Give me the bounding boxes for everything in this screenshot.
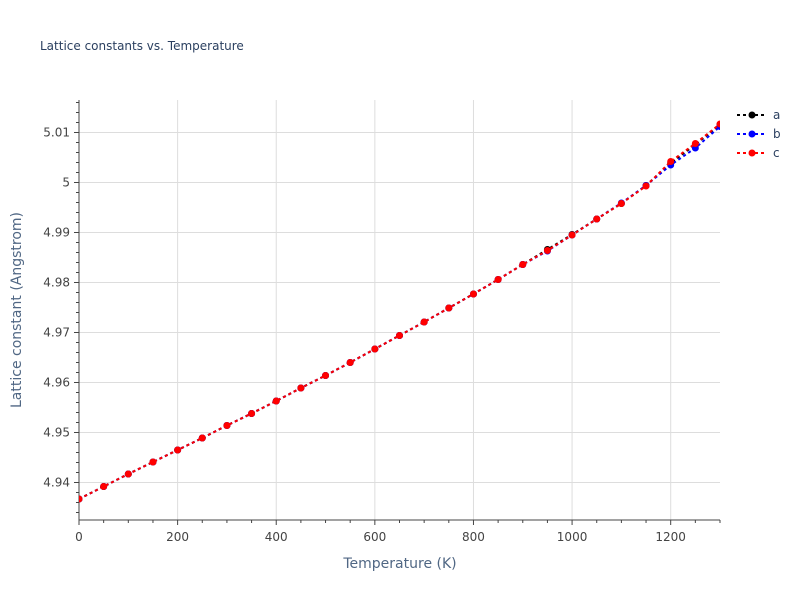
legend-item-c[interactable]: c xyxy=(737,146,780,160)
legend-item-a[interactable]: a xyxy=(737,108,780,122)
y-gridlines xyxy=(79,132,720,483)
chart-title: Lattice constants vs. Temperature xyxy=(40,39,244,53)
legend-item-b[interactable]: b xyxy=(737,127,781,141)
y-tick-label: 4.99 xyxy=(43,226,70,240)
legend-marker-b xyxy=(748,130,756,138)
x-tick-label: 800 xyxy=(462,530,485,544)
data-point-c xyxy=(494,276,502,283)
y-tick-label: 4.96 xyxy=(43,376,70,390)
data-point-c xyxy=(716,120,720,128)
x-tick-label: 600 xyxy=(363,530,386,544)
data-point-c xyxy=(223,422,231,429)
x-tick-label: 400 xyxy=(265,530,288,544)
y-tick-label: 5 xyxy=(62,176,70,190)
data-point-c xyxy=(297,384,305,392)
legend-label-a: a xyxy=(773,108,780,122)
legend-marker-c xyxy=(748,149,756,157)
data-point-c xyxy=(248,410,256,417)
data-point-c xyxy=(149,458,157,466)
data-point-c xyxy=(420,318,428,326)
data-point-c xyxy=(272,397,280,405)
y-tick-label: 4.98 xyxy=(43,276,70,290)
data-point-c xyxy=(519,261,527,268)
data-point-c xyxy=(124,470,132,478)
x-axis-title: Temperature (K) xyxy=(342,556,456,572)
legend-label-c: c xyxy=(773,146,780,160)
legend: abc xyxy=(737,108,781,160)
x-tick-label: 1200 xyxy=(655,530,686,544)
data-point-c xyxy=(100,483,108,490)
data-point-c xyxy=(445,304,453,312)
x-tick-labels: 0 200 400 600 800 1000 1200 xyxy=(75,530,686,544)
series-c xyxy=(79,120,720,503)
data-point-c xyxy=(322,372,330,379)
data-point-c xyxy=(346,359,354,366)
data-point-c xyxy=(617,200,625,207)
series-line-c xyxy=(79,123,720,500)
data-point-c xyxy=(396,332,403,339)
data-point-c xyxy=(543,247,551,254)
y-tick-label: 4.97 xyxy=(43,326,70,340)
data-point-c xyxy=(691,140,699,147)
y-tick-label: 4.95 xyxy=(43,426,70,440)
data-point-c xyxy=(469,290,477,298)
y-minor-ticks xyxy=(74,102,79,513)
x-tick-label: 0 xyxy=(75,530,83,544)
data-point-c xyxy=(79,495,83,503)
data-point-c xyxy=(593,215,601,223)
data-point-c xyxy=(642,182,650,190)
data-point-c xyxy=(174,446,182,454)
x-tick-label: 1000 xyxy=(557,530,588,544)
legend-marker-a xyxy=(748,111,756,119)
x-minor-ticks xyxy=(78,520,721,525)
data-point-c xyxy=(198,434,206,442)
data-point-c xyxy=(667,158,675,165)
plot-area xyxy=(79,120,720,503)
y-axis-title: Lattice constant (Angstrom) xyxy=(9,212,25,408)
y-tick-label: 5.01 xyxy=(43,126,70,140)
data-point-c xyxy=(568,231,576,239)
legend-label-b: b xyxy=(773,127,781,141)
y-tick-label: 4.94 xyxy=(43,476,70,490)
x-tick-label: 200 xyxy=(166,530,189,544)
y-tick-labels: 4.94 4.95 4.96 4.97 4.98 4.99 5 5.01 xyxy=(43,126,70,490)
data-point-c xyxy=(371,345,379,353)
